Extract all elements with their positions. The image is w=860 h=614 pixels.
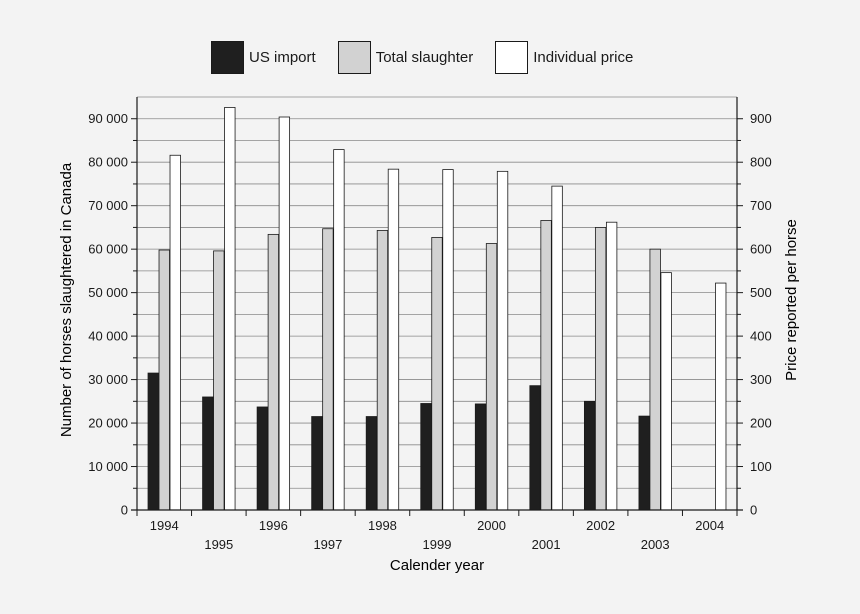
y2-axis-label: Price reported per horse — [783, 219, 800, 381]
y2-tick-label: 200 — [750, 416, 772, 431]
y2-tick-label: 600 — [750, 242, 772, 257]
y-tick-label: 0 — [121, 503, 128, 518]
bar-total-slaughter-1997 — [322, 228, 334, 511]
bar-individual-price-2002 — [605, 221, 618, 511]
bar-total-slaughter-1998 — [376, 230, 389, 511]
bar-individual-price-2003 — [660, 272, 672, 511]
legend: US import Total slaughter Individual pri… — [211, 41, 655, 74]
x-tick-label: 2004 — [695, 518, 724, 533]
axes: 0 10 000 20 000 30 000 40 000 50 000 60 000 70 … — [88, 97, 772, 552]
legend-label-total-slaughter: Total slaughter — [375, 49, 474, 66]
bar-us-import-1999 — [420, 403, 432, 511]
y2-tick-label: 300 — [750, 372, 772, 387]
bar-total-slaughter-2001 — [540, 220, 552, 511]
x-tick-label: 2000 — [477, 518, 506, 533]
x-tick-label: 1994 — [150, 518, 179, 533]
y2-tick-label: 500 — [750, 285, 772, 300]
x-tick-label: 2002 — [586, 518, 615, 533]
legend-item-us-import: US import — [211, 41, 316, 74]
legend-swatch-individual-price — [495, 41, 529, 74]
legend-item-total-slaughter: Total slaughter — [337, 41, 474, 74]
y-tick-label: 50 000 — [88, 285, 128, 300]
bar-individual-price-1998 — [387, 168, 400, 511]
y2-tick-label: 0 — [750, 503, 757, 518]
bar-total-slaughter-2003 — [649, 248, 661, 511]
legend-label-us-import: US import — [249, 49, 316, 66]
bar-us-import-2001 — [529, 385, 541, 511]
bars — [147, 107, 727, 511]
y2-tick-label: 800 — [750, 155, 772, 170]
y-tick-label: 40 000 — [88, 329, 128, 344]
y-tick-label: 90 000 — [88, 111, 128, 126]
bar-us-import-2003 — [638, 415, 650, 511]
legend-swatch-us-import — [211, 41, 244, 74]
y-tick-label: 30 000 — [88, 372, 128, 387]
x-tick-label: 1996 — [259, 518, 288, 533]
x-tick-label: 2003 — [641, 537, 670, 552]
bar-total-slaughter-1996 — [267, 233, 280, 511]
bar-individual-price-1996 — [278, 116, 291, 511]
y-axis-label: Number of horses slaughtered in Canada — [58, 162, 75, 437]
x-tick-label: 2001 — [532, 537, 561, 552]
bar-individual-price-1994 — [169, 154, 181, 511]
x-tick-label: 1999 — [423, 537, 452, 552]
bar-total-slaughter-1995 — [213, 250, 225, 511]
y-tick-label: 20 000 — [88, 416, 128, 431]
bar-us-import-1996 — [256, 406, 269, 511]
bar-us-import-1994 — [147, 372, 159, 511]
legend-swatch-total-slaughter — [337, 41, 371, 74]
bar-us-import-1998 — [365, 416, 378, 511]
bar-total-slaughter-2000 — [485, 243, 498, 511]
bar-total-slaughter-1994 — [158, 249, 170, 511]
y-tick-label: 70 000 — [88, 198, 128, 213]
x-tick-label: 1995 — [204, 537, 233, 552]
bar-individual-price-1997 — [333, 149, 345, 511]
bar-total-slaughter-2002 — [594, 227, 607, 511]
y2-tick-label: 400 — [750, 329, 772, 344]
x-axis-label: Calender year — [390, 557, 484, 574]
bar-total-slaughter-1999 — [431, 237, 443, 511]
bar-us-import-1995 — [202, 396, 214, 511]
y2-tick-label: 700 — [750, 198, 772, 213]
y-tick-label: 60 000 — [88, 242, 128, 257]
bar-us-import-1997 — [311, 416, 323, 511]
bar-individual-price-2000 — [496, 170, 509, 511]
bar-individual-price-1995 — [224, 107, 236, 511]
bar-us-import-2000 — [474, 403, 487, 511]
y2-tick-label: 100 — [750, 459, 772, 474]
bar-individual-price-2004 — [715, 282, 727, 511]
x-tick-label: 1998 — [368, 518, 397, 533]
y2-tick-label: 900 — [750, 111, 772, 126]
bar-us-import-2002 — [583, 400, 596, 511]
legend-item-individual-price: Individual price — [495, 41, 633, 74]
x-tick-label: 1997 — [313, 537, 342, 552]
y-tick-label: 80 000 — [88, 155, 128, 170]
bar-individual-price-1999 — [442, 169, 454, 511]
bar-individual-price-2001 — [551, 185, 563, 511]
y-tick-label: 10 000 — [88, 459, 128, 474]
legend-label-individual-price: Individual price — [533, 49, 634, 66]
